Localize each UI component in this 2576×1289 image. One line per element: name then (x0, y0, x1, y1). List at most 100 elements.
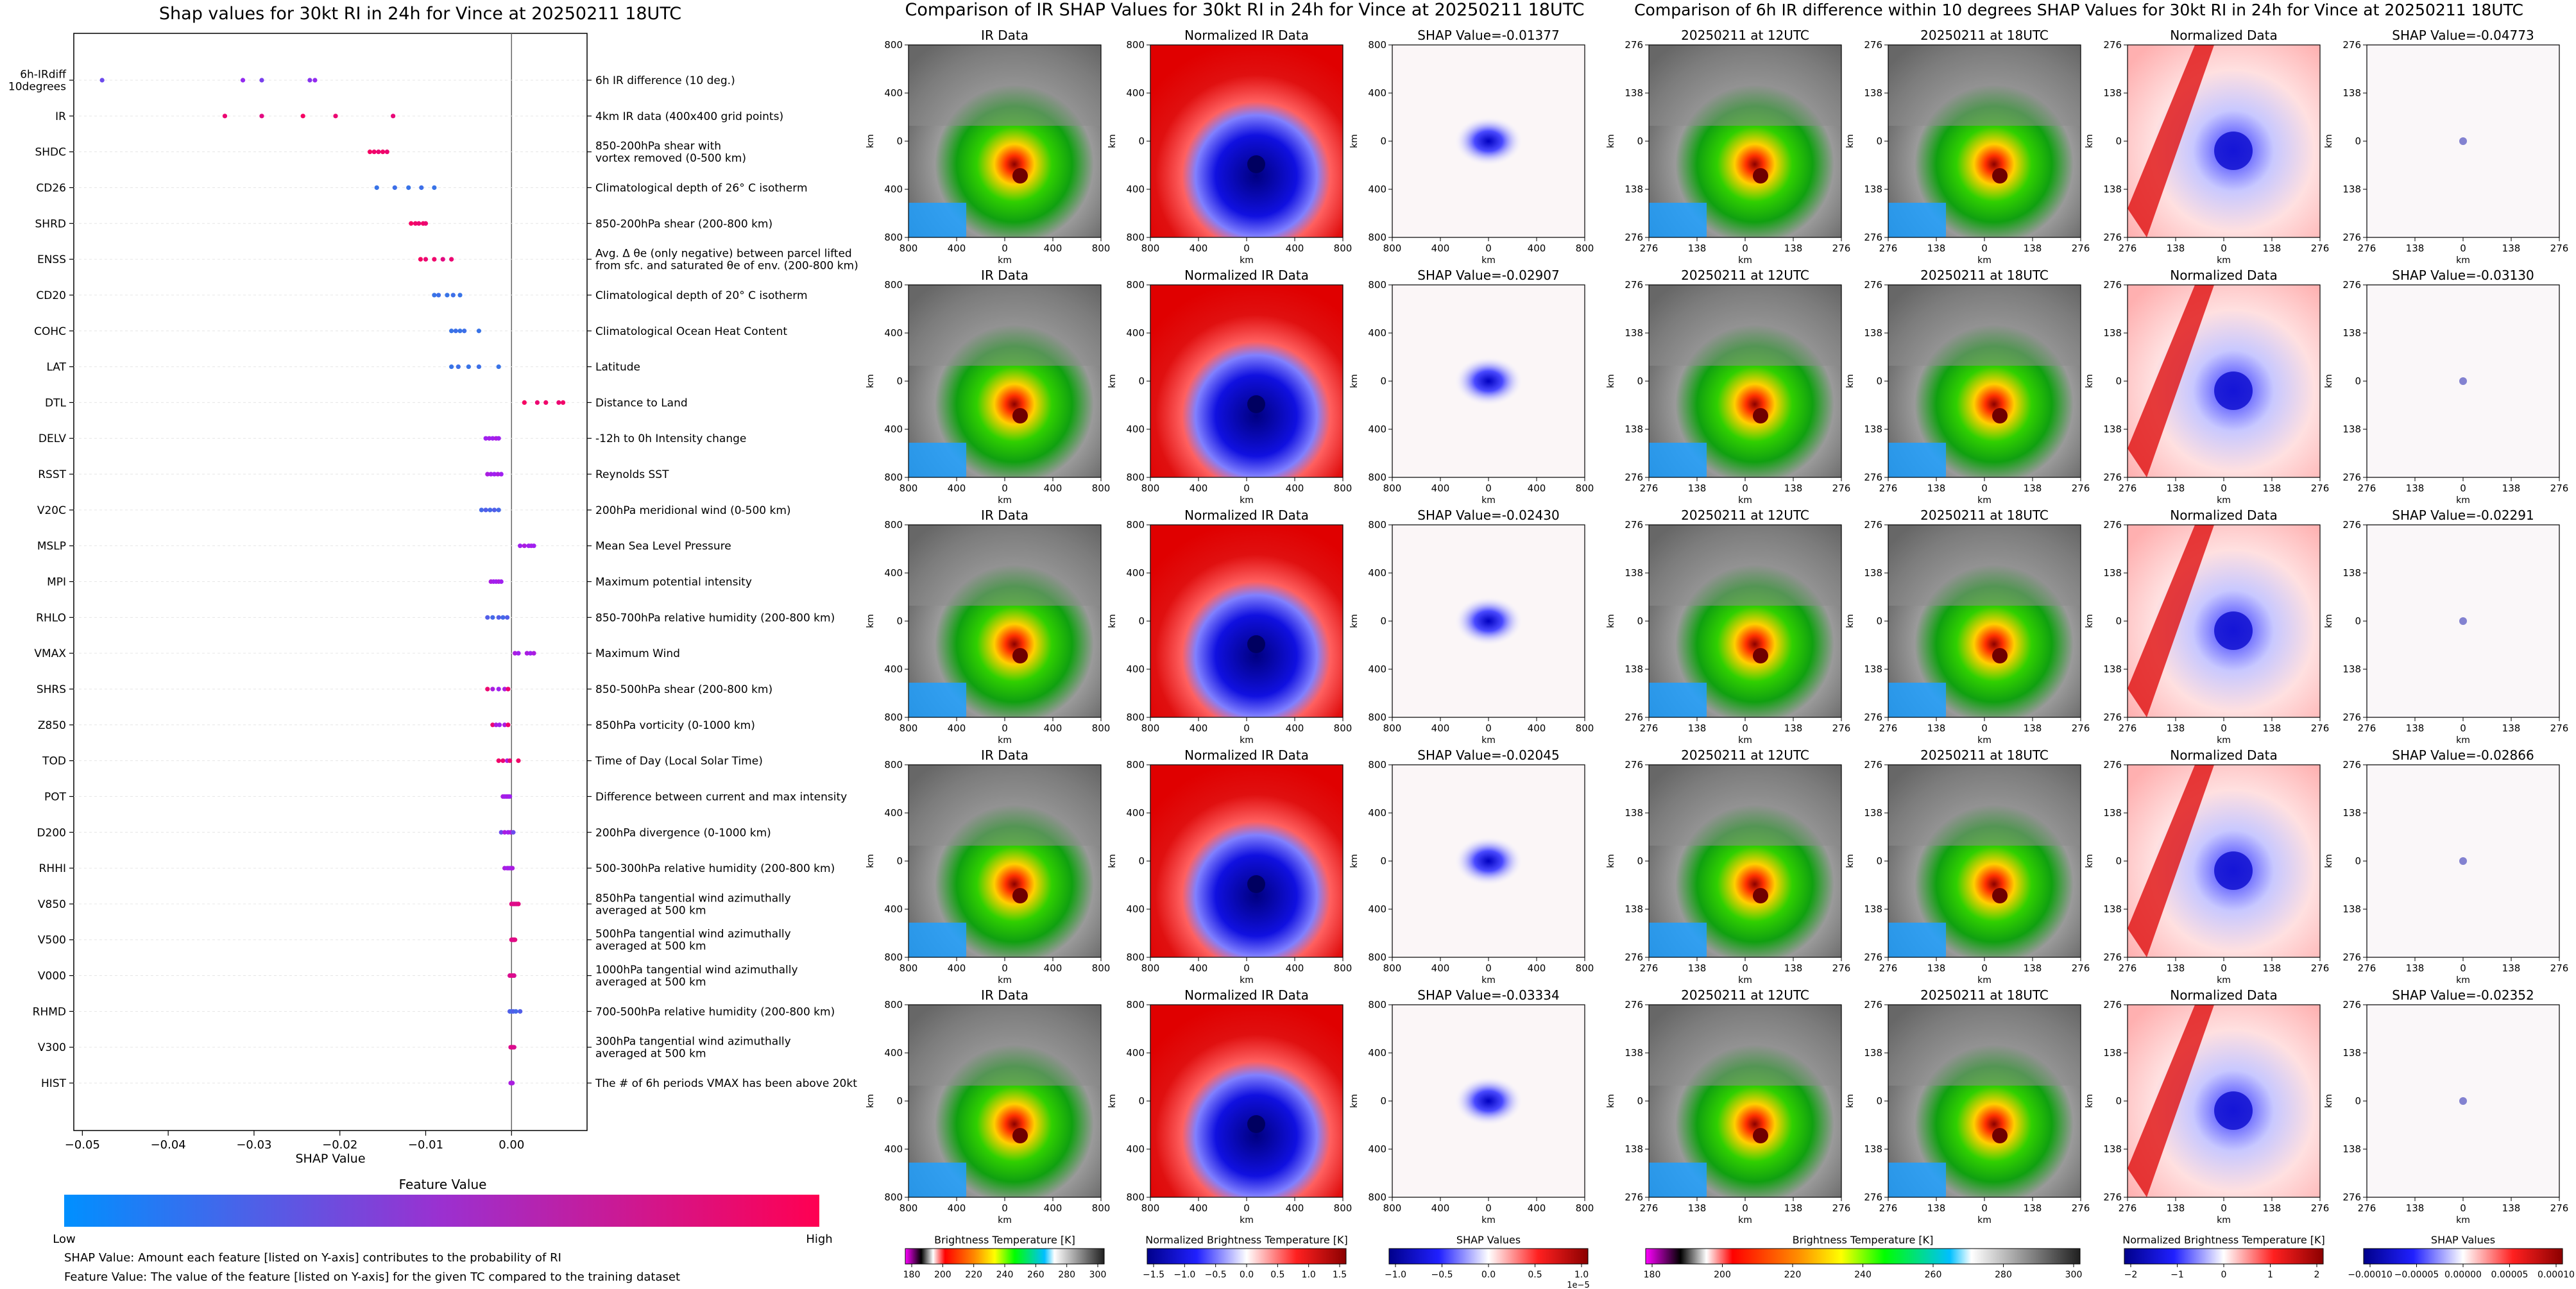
x-axis-label: km (998, 255, 1012, 266)
x-tick-label: 276 (2119, 722, 2137, 734)
y-tick-label: 800 (1368, 1191, 1386, 1203)
shap-dot (516, 901, 521, 907)
y-tick-label: 138 (2103, 807, 2122, 819)
x-tick-label: 400 (1286, 1202, 1304, 1214)
panel-title: IR Data (981, 28, 1028, 43)
colorbar-tick-label: −1 (2171, 1270, 2184, 1280)
image-row: IR Data80080040040000400400800800kmkmNor… (866, 508, 2568, 746)
colorbar-label: Brightness Temperature [K] (1793, 1234, 1934, 1246)
colorbar-label: Normalized Brightness Temperature [K] (1145, 1234, 1348, 1246)
cloud-overlay (1649, 1005, 1841, 1086)
y-tick-label: 276 (1864, 39, 1882, 51)
shap-dot (510, 866, 515, 871)
x-tick-label: 276 (2358, 722, 2376, 734)
y-tick-label: 800 (1368, 952, 1386, 963)
x-axis-label: km (1240, 495, 1254, 506)
shap-dot (483, 508, 488, 513)
shap-dot (496, 687, 501, 692)
shap-dot (449, 257, 454, 262)
y-tick-label: 400 (1368, 567, 1386, 579)
feature-description: 1000hPa tangential wind azimuthally avera… (595, 964, 798, 989)
y-tick-label: 0 (1380, 135, 1386, 147)
x-tick-label: 400 (1044, 722, 1062, 734)
y-axis-label: km (1349, 134, 1360, 148)
y-axis-label: km (2085, 1094, 2095, 1108)
x-tick-label: 138 (2167, 722, 2185, 734)
shap-dot (496, 364, 501, 370)
y-tick-label: 800 (1126, 232, 1145, 243)
shap-dot (483, 436, 488, 441)
x-tick-label: 800 (1383, 243, 1402, 254)
x-axis-label: km (1977, 255, 1992, 266)
cold-cloud-patch (908, 683, 966, 717)
y-tick-label: 138 (2103, 1047, 2122, 1059)
y-axis-label: km (1349, 854, 1360, 868)
y-axis-label: km (1845, 1094, 1855, 1108)
y-tick-label: 800 (1126, 279, 1145, 291)
x-tick-label: 0 (1981, 243, 1988, 254)
y-tick-label: 400 (884, 807, 903, 819)
colorbar-tick-label: 0.0 (1240, 1270, 1254, 1280)
x-axis-label: km (2217, 495, 2231, 506)
y-tick-label: 138 (1864, 807, 1882, 819)
x-tick-label: 400 (1528, 243, 1546, 254)
feature-label: MPI (47, 576, 66, 589)
x-tick-label: 400 (948, 482, 966, 494)
x-tick-label: 400 (1190, 1202, 1208, 1214)
shap-dot (511, 830, 516, 835)
x-tick-label: 400 (1431, 962, 1450, 974)
storm-center (1247, 155, 1265, 173)
y-tick-label: 138 (1625, 184, 1643, 195)
x-tick-label: 138 (2406, 962, 2425, 974)
x-tick-label: 800 (1576, 722, 1594, 734)
shap-dot (409, 221, 414, 226)
shap-speck (2459, 1097, 2467, 1105)
y-tick-label: 400 (884, 663, 903, 675)
feature-description: 850-700hPa relative humidity (200-800 km… (595, 611, 835, 624)
feature-description: 850hPa tangential wind azimuthally averag… (595, 892, 791, 917)
x-tick-label: 0 (1002, 482, 1008, 494)
x-tick-label: 276 (1879, 243, 1898, 254)
shap-dot (432, 185, 437, 191)
y-axis-label: km (2324, 614, 2334, 628)
x-tick-label: −0.02 (322, 1138, 357, 1152)
panel-title: 20250211 at 12UTC (1681, 28, 1809, 43)
y-tick-label: 0 (1138, 615, 1145, 627)
y-tick-label: 0 (1637, 375, 1643, 387)
x-axis-label: km (998, 735, 1012, 746)
y-axis-label: km (1606, 374, 1616, 388)
feature-description: Climatological depth of 20° C isotherm (595, 289, 808, 302)
shap-dot (333, 114, 338, 119)
y-tick-label: 0 (896, 855, 903, 867)
shap-speck (2459, 857, 2467, 865)
x-tick-label: 400 (1286, 722, 1304, 734)
panel-title: 20250211 at 18UTC (1920, 987, 2049, 1003)
y-tick-label: 276 (2103, 999, 2122, 1011)
shap-dot (518, 1009, 523, 1014)
cloud-overlay (1888, 285, 2081, 366)
y-axis-label: km (1107, 374, 1118, 388)
y-tick-label: 0 (2355, 135, 2361, 147)
shap-blob (1454, 596, 1523, 646)
shap-dot (500, 758, 506, 764)
feature-label: CD20 (36, 289, 66, 302)
panel-title: Normalized IR Data (1184, 28, 1309, 43)
panel-title: SHAP Value=-0.02352 (2392, 987, 2534, 1003)
panel-title: SHAP Value=-0.02291 (2392, 508, 2534, 523)
warm-band (2128, 765, 2214, 957)
x-tick-label: 800 (900, 482, 918, 494)
storm-eye (1753, 888, 1768, 903)
warm-band (2128, 525, 2214, 717)
x-tick-label: 0 (2460, 243, 2466, 254)
shap-dot (531, 651, 536, 656)
x-tick-label: 0 (2460, 1202, 2466, 1214)
y-tick-label: 276 (2342, 519, 2361, 531)
x-tick-label: 276 (2550, 243, 2569, 254)
x-tick-label: 0 (1002, 1202, 1008, 1214)
storm-eye (1992, 648, 2008, 663)
x-tick-label: 138 (2406, 243, 2425, 254)
x-tick-label: 800 (1141, 722, 1160, 734)
x-tick-label: 276 (2119, 243, 2137, 254)
colorbar-strip (905, 1248, 1105, 1265)
shap-dot (516, 758, 521, 764)
